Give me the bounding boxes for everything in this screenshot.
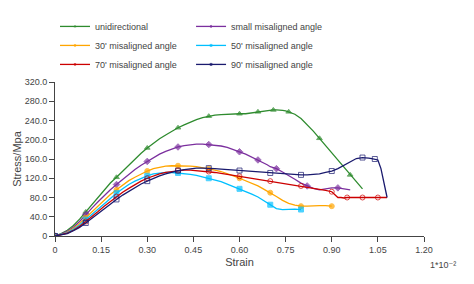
svg-text:90' misaligned angle: 90' misaligned angle — [231, 60, 313, 70]
svg-text:30' misaligned angle: 30' misaligned angle — [95, 41, 177, 51]
svg-text:0: 0 — [52, 245, 57, 255]
svg-text:0.15: 0.15 — [92, 245, 110, 255]
svg-text:1.05: 1.05 — [369, 245, 387, 255]
svg-text:240.0: 240.0 — [25, 116, 48, 126]
svg-text:0.75: 0.75 — [277, 245, 295, 255]
svg-text:70' misaligned angle: 70' misaligned angle — [95, 60, 177, 70]
svg-text:0.30: 0.30 — [138, 245, 156, 255]
svg-text:50' misaligned angle: 50' misaligned angle — [231, 41, 313, 51]
svg-text:120.0: 120.0 — [25, 173, 48, 183]
svg-text:1*10⁻²: 1*10⁻² — [430, 260, 456, 270]
svg-text:200.0: 200.0 — [25, 135, 48, 145]
svg-text:0.45: 0.45 — [185, 245, 203, 255]
svg-text:unidirectional: unidirectional — [95, 22, 148, 32]
svg-text:160.0: 160.0 — [25, 154, 48, 164]
svg-text:1.20: 1.20 — [415, 245, 433, 255]
svg-text:320.0: 320.0 — [25, 77, 48, 87]
svg-text:Stress/Mpa: Stress/Mpa — [11, 130, 23, 187]
svg-text:small misaligned angle: small misaligned angle — [231, 22, 322, 32]
svg-text:Strain: Strain — [225, 256, 254, 268]
svg-text:0.60: 0.60 — [231, 245, 249, 255]
svg-text:280.0: 280.0 — [25, 96, 48, 106]
svg-text:0.90: 0.90 — [323, 245, 341, 255]
svg-text:40.0: 40.0 — [30, 212, 48, 222]
svg-text:0: 0 — [42, 231, 47, 241]
svg-text:80.0: 80.0 — [30, 193, 48, 203]
